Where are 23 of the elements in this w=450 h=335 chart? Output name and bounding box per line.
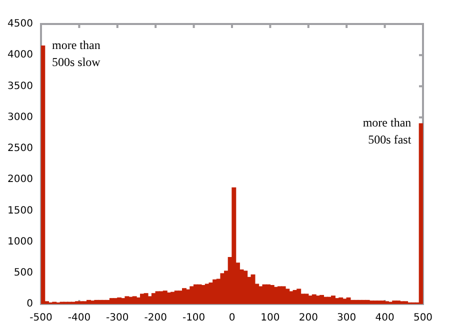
y-tick-label: 1500 xyxy=(8,205,33,216)
y-tick-label: 1000 xyxy=(8,236,33,248)
x-tick-label: 200 xyxy=(298,312,318,324)
x-tick-label: -400 xyxy=(68,312,91,324)
x-tick-label: -200 xyxy=(144,312,167,324)
y-tick-label: 3500 xyxy=(8,80,33,92)
y-tick-label: 2000 xyxy=(8,174,33,186)
x-tick-label: 400 xyxy=(375,312,394,324)
x-tick-label: 100 xyxy=(260,312,280,324)
annotation: more than 500s fast xyxy=(362,116,412,147)
y-tick-label: 4500 xyxy=(8,18,33,30)
x-tick-label: 300 xyxy=(337,312,356,324)
y-tick-label: 4000 xyxy=(8,50,33,61)
x-tick-label: -300 xyxy=(106,312,129,324)
y-tick-label: 3000 xyxy=(8,112,33,123)
x-tick-label: -100 xyxy=(182,312,206,324)
x-tick-label: 500 xyxy=(413,312,433,324)
x-tick-label: -500 xyxy=(30,312,52,324)
y-tick-label: 0 xyxy=(26,298,33,310)
annotation: more than 500s slow xyxy=(52,38,101,69)
y-tick-label: 2500 xyxy=(8,143,33,154)
y-tick-label: 500 xyxy=(14,267,33,278)
x-tick-label: 0 xyxy=(228,312,236,324)
